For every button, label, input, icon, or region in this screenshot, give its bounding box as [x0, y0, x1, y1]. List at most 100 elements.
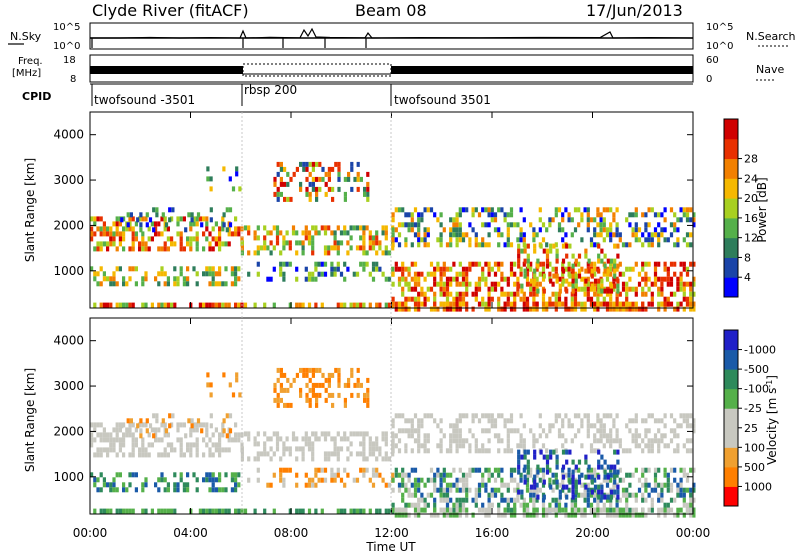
power-cell — [128, 266, 132, 272]
power-cell — [106, 231, 110, 237]
power-cell — [557, 276, 562, 282]
power-cell — [567, 306, 571, 312]
power-cell — [375, 240, 379, 246]
velocity-cell — [397, 448, 402, 454]
power-cell — [272, 225, 276, 231]
velocity-cell — [90, 432, 94, 438]
power-cell — [600, 288, 604, 294]
power-cell — [461, 266, 466, 272]
velocity-cell — [211, 472, 215, 478]
velocity-cell — [308, 397, 312, 403]
velocity-cell — [461, 413, 466, 419]
velocity-cell — [484, 413, 488, 419]
power-cell — [589, 286, 594, 292]
power-cell — [353, 176, 357, 182]
velocity-cell — [589, 492, 594, 498]
velocity-cell — [590, 479, 594, 485]
power-cell — [493, 281, 498, 287]
power-cell — [484, 301, 488, 307]
power-cell — [371, 235, 376, 241]
power-cell — [211, 226, 215, 232]
power-cell — [593, 291, 597, 297]
velocity-cell — [439, 472, 443, 478]
power-colorbar-tick-label: 24 — [744, 172, 758, 185]
power-cell — [487, 261, 491, 267]
power-cell — [307, 271, 312, 277]
velocity-cell — [394, 433, 398, 439]
velocity-cell — [240, 432, 244, 438]
velocity-cell — [366, 402, 370, 408]
power-cell — [307, 230, 312, 236]
power-cell — [163, 281, 167, 287]
velocity-cell — [513, 512, 517, 518]
velocity-cell — [184, 433, 188, 439]
power-cell — [366, 186, 370, 192]
power-cell — [586, 217, 590, 223]
velocity-cell — [164, 428, 169, 434]
velocity-cell — [391, 443, 395, 449]
velocity-cell — [96, 432, 100, 438]
power-cell — [593, 232, 597, 238]
velocity-cell — [612, 438, 616, 444]
velocity-cell — [363, 392, 367, 398]
velocity-cell — [282, 441, 286, 447]
power-cell — [657, 306, 661, 312]
velocity-cell — [641, 512, 645, 518]
power-cell — [295, 230, 299, 236]
power-cell — [182, 246, 186, 252]
velocity-cell — [247, 477, 251, 483]
velocity-cell — [583, 492, 587, 498]
velocity-cell — [295, 436, 299, 442]
velocity-cell — [141, 452, 145, 458]
velocity-cell — [490, 472, 494, 478]
power-cell — [176, 221, 180, 227]
power-cell — [583, 306, 587, 312]
velocity-cell — [330, 477, 334, 483]
velocity-cell — [186, 472, 190, 478]
power-cell — [404, 296, 408, 302]
velocity-cell — [628, 512, 632, 518]
velocity-cell — [561, 433, 565, 439]
power-cell — [490, 286, 494, 292]
velocity-cell — [375, 441, 379, 447]
power-cell — [596, 291, 600, 297]
power-cell — [484, 276, 488, 282]
power-cell — [663, 276, 667, 282]
power-cell — [685, 271, 690, 277]
velocity-cell — [230, 472, 234, 478]
power-cell — [160, 231, 164, 237]
velocity-cell — [458, 418, 462, 424]
power-cell — [439, 276, 443, 282]
velocity-cell — [368, 508, 372, 514]
power-cell — [657, 261, 661, 267]
velocity-cell — [247, 436, 251, 442]
power-cell — [679, 217, 683, 223]
power-cell — [477, 301, 482, 307]
date-title: 17/Jun/2013 — [586, 1, 683, 20]
power-cell — [208, 281, 212, 287]
velocity-cell — [362, 472, 366, 478]
velocity-cell — [384, 436, 388, 442]
velocity-cell — [327, 382, 331, 388]
velocity-cell — [609, 438, 613, 444]
power-cell — [401, 276, 405, 282]
power-cell — [676, 227, 680, 233]
velocity-cell — [509, 507, 514, 513]
velocity-cell — [141, 508, 145, 514]
power-cell — [561, 227, 565, 233]
time-tick-label: 04:00 — [173, 526, 208, 540]
velocity-cell — [533, 474, 537, 480]
power-cell — [532, 286, 536, 292]
velocity-cell — [506, 443, 510, 449]
velocity-cell — [484, 448, 488, 454]
power-cell — [314, 230, 318, 236]
velocity-cell — [157, 437, 161, 443]
velocity-cell — [144, 482, 148, 488]
velocity-cell — [586, 467, 590, 473]
velocity-cell — [279, 367, 283, 373]
velocity-cell — [359, 382, 363, 388]
velocity-cell — [211, 508, 215, 514]
power-cell — [384, 276, 388, 282]
power-cell — [426, 296, 430, 302]
